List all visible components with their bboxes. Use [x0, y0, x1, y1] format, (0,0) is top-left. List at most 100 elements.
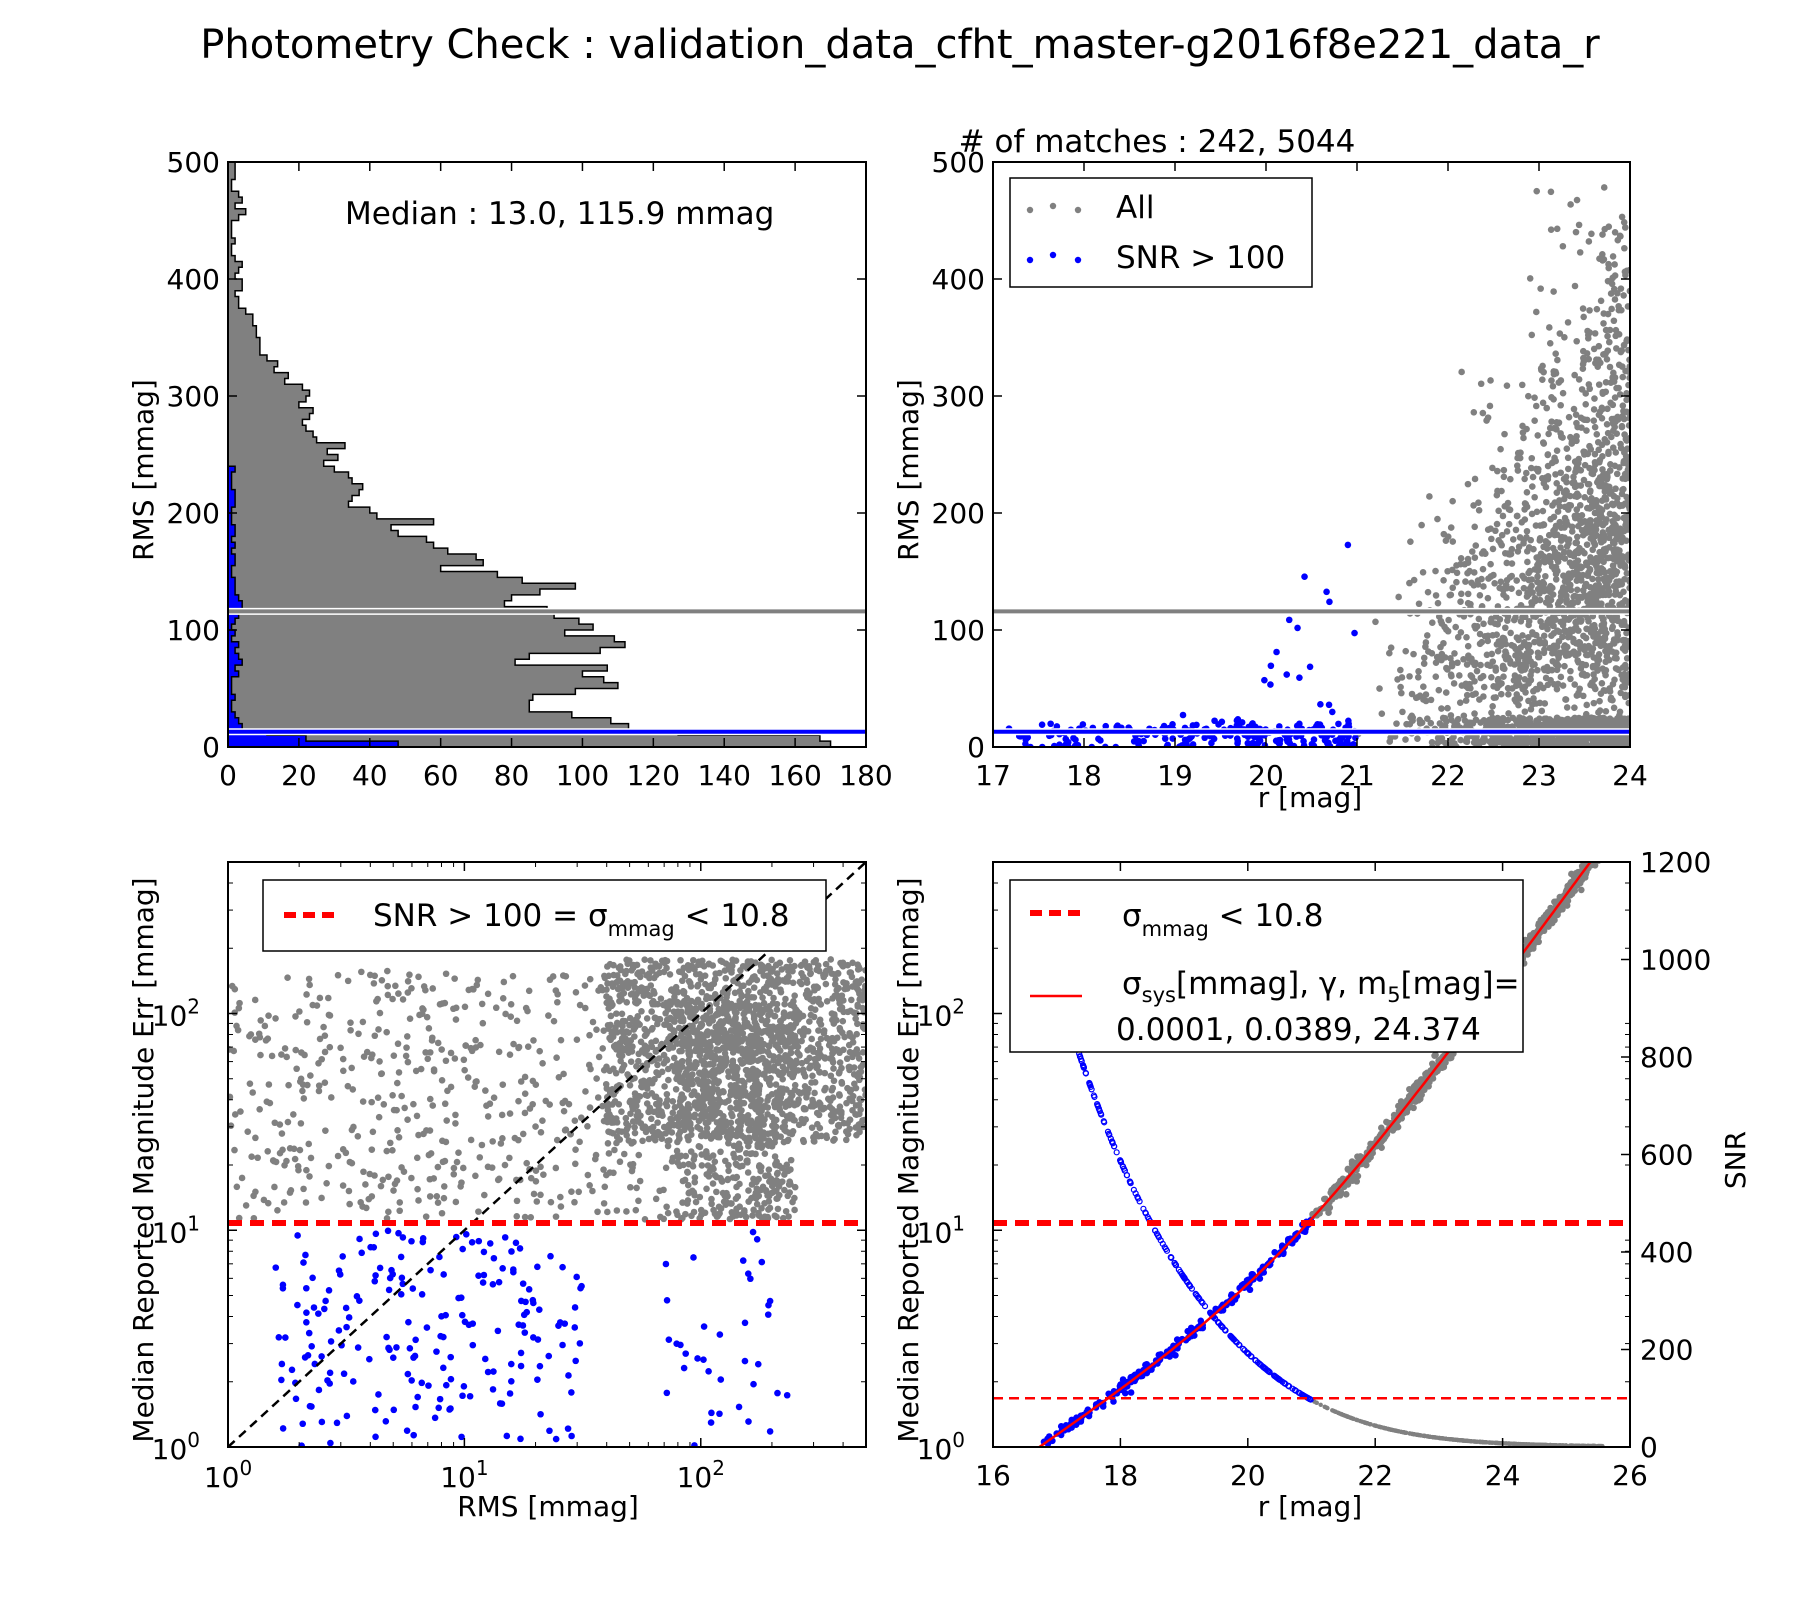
all-point [600, 1166, 607, 1173]
bright-point [1317, 701, 1324, 708]
all-point [1500, 466, 1508, 474]
all-point [1589, 600, 1597, 608]
all-point [1624, 640, 1630, 648]
all-point [1588, 628, 1596, 635]
all-point [1527, 536, 1534, 544]
all-point [770, 1066, 777, 1074]
all-point [1517, 617, 1525, 625]
all-point [1550, 622, 1557, 630]
all-point [283, 1157, 290, 1165]
all-point [355, 1030, 362, 1038]
all-point [1591, 330, 1599, 337]
all-point [472, 1036, 479, 1044]
all-point [607, 1012, 615, 1020]
all-point [1448, 662, 1456, 670]
all-point [1584, 598, 1591, 606]
all-point [264, 1147, 272, 1155]
all-point [1554, 662, 1562, 669]
all-point [1548, 418, 1555, 425]
all-point [1529, 629, 1536, 636]
all-point [1559, 682, 1567, 689]
all-point [1442, 689, 1450, 696]
all-point [1492, 664, 1499, 672]
all-point [1463, 723, 1470, 730]
all-point [593, 1026, 600, 1034]
all-point [758, 1016, 766, 1024]
all-point [846, 1029, 853, 1037]
all-point [741, 1035, 748, 1042]
all-point [406, 1015, 414, 1022]
all-point [284, 1118, 292, 1126]
all-point [251, 996, 259, 1004]
all-point [321, 1079, 329, 1086]
all-point [728, 1110, 735, 1118]
all-point [1533, 187, 1541, 195]
all-point [1533, 717, 1540, 724]
all-point [1557, 401, 1564, 409]
all-point [1624, 445, 1630, 453]
all-point [1581, 672, 1589, 679]
all-point [1419, 568, 1427, 576]
all-point [1456, 672, 1463, 679]
all-point [1440, 530, 1448, 538]
all-point [1559, 242, 1567, 250]
all-point [1464, 599, 1472, 607]
all-point [1614, 289, 1621, 297]
all-point [371, 972, 379, 980]
all-point [452, 1198, 460, 1206]
all-point [1625, 520, 1630, 528]
all-point [703, 1083, 711, 1091]
all-point [620, 1150, 628, 1158]
p1-xtick-label: 80 [494, 759, 530, 792]
all-point [256, 1105, 263, 1113]
p2-ytick-label: 0 [967, 731, 985, 764]
all-point [489, 1138, 496, 1145]
all-point [250, 1192, 257, 1200]
all-point [1439, 714, 1447, 722]
all-point [1437, 737, 1444, 745]
all-point [764, 1110, 771, 1118]
all-point [1461, 717, 1469, 724]
all-point [789, 1064, 797, 1072]
all-point [521, 1213, 529, 1221]
all-point [1617, 285, 1625, 292]
all-point [490, 1094, 498, 1102]
all-point [1585, 381, 1593, 388]
bright-point [1308, 740, 1316, 747]
all-point [827, 956, 835, 963]
all-point [1558, 734, 1566, 742]
all-point [1591, 458, 1599, 466]
all-point [1546, 588, 1554, 595]
legend-marker-bright [1049, 251, 1057, 259]
all-point [716, 969, 723, 977]
all-point [744, 1119, 751, 1127]
all-point [744, 1111, 752, 1119]
all-point [1573, 586, 1581, 594]
all-point [1579, 587, 1587, 594]
all-point [695, 1143, 703, 1150]
all-point [688, 963, 696, 970]
all-point [1620, 219, 1628, 226]
all-point [420, 983, 428, 990]
all-point [334, 971, 342, 979]
all-point [383, 1215, 391, 1222]
bright-point [1238, 719, 1246, 726]
all-point [661, 1083, 668, 1090]
all-point [1514, 467, 1522, 474]
all-point [1453, 569, 1461, 577]
all-point [1612, 587, 1620, 595]
all-point [1418, 719, 1426, 726]
all-point [1622, 691, 1629, 699]
all-point [688, 1212, 695, 1220]
all-point [1554, 508, 1562, 515]
all-point [718, 1178, 726, 1185]
all-point [452, 1120, 459, 1127]
all-point [1484, 526, 1492, 533]
all-point [1414, 735, 1421, 742]
all-point [1553, 489, 1561, 496]
all-point [768, 956, 775, 964]
all-point [860, 1007, 866, 1014]
all-point [404, 1116, 411, 1124]
all-point [821, 1069, 829, 1077]
all-point [1611, 394, 1619, 401]
